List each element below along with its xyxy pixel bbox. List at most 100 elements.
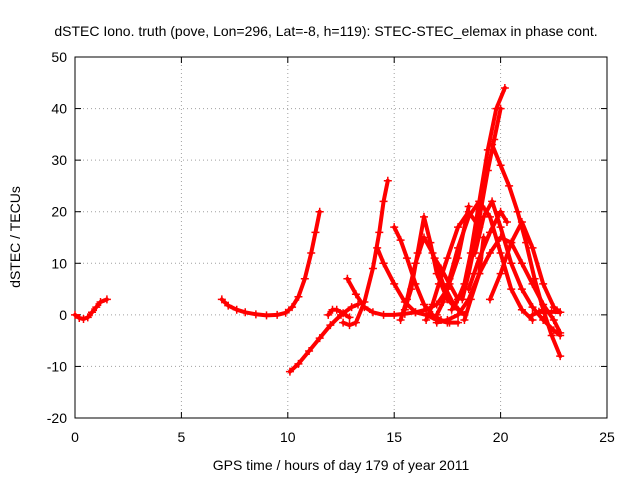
data-arc (488, 140, 565, 361)
data-point (390, 310, 399, 319)
data-arc-line (392, 225, 452, 325)
data-point (485, 228, 494, 237)
data-point (281, 308, 290, 317)
data-point (528, 243, 537, 252)
data-arc-line (287, 302, 360, 374)
data-point (477, 202, 486, 211)
y-tick-label: -10 (47, 358, 67, 374)
data-point (241, 308, 250, 317)
data-point (496, 269, 505, 278)
data-point (368, 264, 377, 273)
y-tick-label: 40 (51, 101, 67, 117)
data-point (294, 292, 303, 301)
data-point (351, 318, 360, 327)
data-arc (528, 307, 565, 319)
data-point (500, 83, 509, 92)
data-arc (285, 300, 363, 376)
data-point (496, 104, 505, 113)
data-point (422, 316, 431, 325)
data-point (411, 308, 420, 317)
y-tick-label: 0 (59, 307, 67, 323)
data-point (443, 316, 452, 325)
data-point (339, 309, 348, 318)
data-point (513, 207, 522, 216)
data-point (396, 236, 405, 245)
data-point (379, 259, 388, 268)
data-point (439, 297, 448, 306)
data-point (383, 176, 392, 185)
data-point (556, 352, 565, 361)
data-point (311, 228, 320, 237)
data-point (368, 308, 377, 317)
data-point (224, 301, 233, 310)
data-point (390, 223, 399, 232)
y-axis-label: dSTEC / TECUs (7, 186, 23, 288)
data-point (339, 318, 348, 327)
data-point (539, 279, 548, 288)
x-tick-label: 5 (178, 429, 186, 445)
y-tick-label: 20 (51, 204, 67, 220)
data-point (517, 285, 526, 294)
data-point (507, 238, 516, 247)
data-arc (71, 295, 111, 323)
data-point (400, 305, 409, 314)
data-point (402, 254, 411, 263)
data-point (454, 243, 463, 252)
data-arc (324, 305, 354, 322)
data-point (251, 310, 260, 319)
data-point (454, 223, 463, 232)
data-point (547, 331, 556, 340)
data-point (96, 297, 105, 306)
data-point (458, 295, 467, 304)
data-point (479, 212, 488, 221)
y-tick-label: -20 (47, 410, 67, 426)
data-point (75, 313, 84, 322)
data-point (347, 303, 356, 312)
data-arc (339, 176, 392, 330)
data-point (288, 303, 297, 312)
data-arc-line (473, 199, 563, 338)
data-arc-line (490, 142, 563, 359)
data-point (102, 295, 111, 304)
data-point (475, 254, 484, 263)
data-point (305, 346, 314, 355)
data-point (373, 243, 382, 252)
data-point (88, 308, 97, 317)
data-point (507, 259, 516, 268)
data-point (396, 316, 405, 325)
y-tick-label: 30 (51, 152, 67, 168)
x-tick-label: 20 (493, 429, 509, 445)
data-point (294, 359, 303, 368)
data-point (517, 259, 526, 268)
data-point (92, 303, 101, 312)
x-axis-label: GPS time / hours of day 179 of year 2011 (213, 457, 470, 473)
data-point (530, 274, 539, 283)
data-point (496, 248, 505, 257)
data-point (464, 269, 473, 278)
data-point (502, 218, 511, 227)
data-point (556, 331, 565, 340)
data-point (326, 321, 335, 330)
data-point (547, 307, 556, 316)
data-point (464, 285, 473, 294)
data-point (483, 166, 492, 175)
data-point (432, 310, 441, 319)
x-tick-label: 25 (599, 429, 615, 445)
data-point (390, 279, 399, 288)
data-point (419, 300, 428, 309)
data-point (443, 254, 452, 263)
data-marks (71, 83, 565, 376)
data-arc-line (219, 209, 322, 318)
data-point (445, 274, 454, 283)
data-point (407, 285, 416, 294)
data-point (345, 313, 354, 322)
data-point (556, 308, 565, 317)
data-point (460, 316, 469, 325)
data-point (517, 218, 526, 227)
data-arc (217, 207, 324, 320)
data-point (332, 305, 341, 314)
data-arc-line (488, 220, 563, 315)
data-point (343, 274, 352, 283)
data-point (375, 228, 384, 237)
